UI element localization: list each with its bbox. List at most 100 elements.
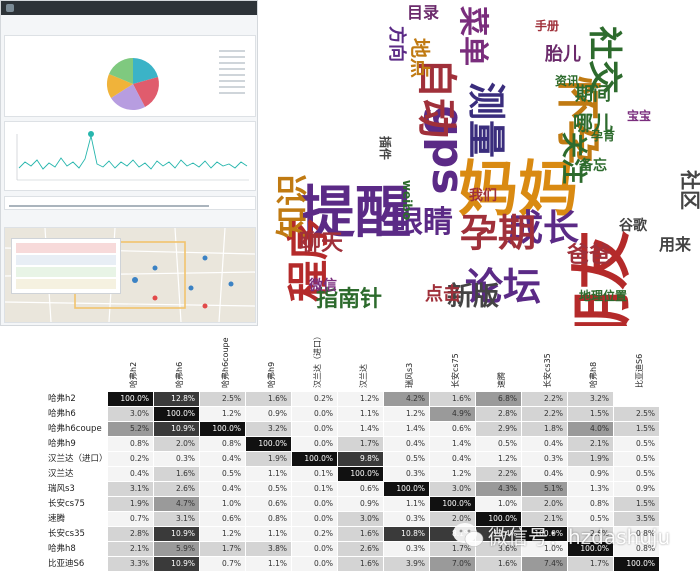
word-cloud-word: 眼睛 xyxy=(393,205,453,240)
matrix-cell: 0.8% xyxy=(614,542,659,556)
watermark-text: 微信号：hzdashuju xyxy=(488,525,671,549)
line-marker xyxy=(88,131,94,137)
matrix-cell: 3.2% xyxy=(246,422,291,436)
matrix-column-header: 哈弗h6 xyxy=(175,361,184,388)
map-legend-row xyxy=(16,279,116,289)
matrix-cell: 0.3% xyxy=(384,542,429,556)
matrix-cell: 0.3% xyxy=(522,452,567,466)
matrix-cell: 2.1% xyxy=(522,512,567,526)
matrix-cell: 1.6% xyxy=(476,557,521,571)
word-cloud-word: 孕育 xyxy=(591,128,615,143)
word-cloud-word: 自动 xyxy=(413,58,459,138)
word-cloud-word: 我们 xyxy=(469,187,497,204)
matrix-cell: 1.7% xyxy=(568,557,613,571)
matrix-cell: 0.1% xyxy=(292,482,337,496)
matrix-cell: 0.2% xyxy=(292,392,337,406)
matrix-cell: 3.0% xyxy=(338,512,383,526)
matrix-column-header: 长安cs75 xyxy=(451,353,460,388)
matrix-cell: 10.9% xyxy=(154,557,199,571)
matrix-cell: 0.3% xyxy=(384,512,429,526)
word-cloud-word: 插件 xyxy=(378,136,393,160)
matrix-cell: 3.8% xyxy=(246,542,291,556)
matrix-cell: 0.0% xyxy=(292,542,337,556)
matrix-cell: 1.2% xyxy=(200,527,245,541)
matrix-row-label: 比亚迪S6 xyxy=(48,559,85,569)
pie-slice xyxy=(111,84,145,110)
matrix-cell: 10.8% xyxy=(384,527,429,541)
matrix-row-label: 长安cs35 xyxy=(48,529,85,539)
word-cloud-word: 社区 xyxy=(678,169,700,210)
map-card[interactable] xyxy=(4,227,256,323)
matrix-cell: 100.0% xyxy=(338,467,383,481)
matrix-cell: 4.2% xyxy=(384,392,429,406)
matrix-cell: 2.2% xyxy=(522,392,567,406)
word-cloud-word: 妈妈 xyxy=(458,155,578,225)
matrix-cell: 3.0% xyxy=(430,482,475,496)
similarity-matrix: 哈弗h2 哈弗h6 哈弗h6coupe 哈弗h9 汉兰达（进口） 汉兰达 瑞风s3 长安cs7… xyxy=(48,326,668,571)
matrix-cell: 0.3% xyxy=(384,467,429,481)
pie-slice xyxy=(109,58,133,84)
matrix-cell: 0.6% xyxy=(338,482,383,496)
matrix-cell: 1.0% xyxy=(476,497,521,511)
word-cloud-word: 地理位置 xyxy=(579,288,627,303)
line-chart xyxy=(16,131,249,181)
matrix-cell: 0.0% xyxy=(292,557,337,571)
matrix-cell: 100.0% xyxy=(108,392,153,406)
matrix-cell: 0.9% xyxy=(246,407,291,421)
matrix-cell: 1.9% xyxy=(568,452,613,466)
matrix-cell: 1.1% xyxy=(246,467,291,481)
matrix-cell: 1.0% xyxy=(522,542,567,556)
line-series xyxy=(18,135,248,170)
matrix-cell: 0.8% xyxy=(200,437,245,451)
matrix-cell: 12.8% xyxy=(154,392,199,406)
word-cloud-word: 聊天 xyxy=(299,231,344,256)
matrix-cell: 100.0% xyxy=(614,557,659,571)
matrix-cell: 0.1% xyxy=(292,467,337,481)
word-cloud-word: 资讯 xyxy=(555,73,579,88)
matrix-cell: 0.0% xyxy=(292,437,337,451)
wechat-icon xyxy=(453,523,484,547)
word-cloud-word: 期间 xyxy=(575,84,611,105)
matrix-cell: 0.0% xyxy=(292,512,337,526)
word-cloud-word: 手册 xyxy=(535,18,559,33)
matrix-cell: 0.9% xyxy=(568,467,613,481)
matrix-cell: 6.8% xyxy=(476,392,521,406)
matrix-row-label: 哈弗h6coupe xyxy=(48,424,102,434)
matrix-cell: 1.8% xyxy=(522,422,567,436)
matrix-cell: 100.0% xyxy=(476,512,521,526)
word-cloud-word: 孕期 xyxy=(460,211,536,255)
matrix-cell: 1.1% xyxy=(338,407,383,421)
matrix-cell: 0.6% xyxy=(246,497,291,511)
matrix-cell: 100.0% xyxy=(246,437,291,451)
matrix-column-header: 长安cs35 xyxy=(543,353,552,388)
word-cloud-word: 谷歌 xyxy=(619,217,648,234)
pie-chart-card xyxy=(4,35,256,117)
matrix-cell: 2.2% xyxy=(476,467,521,481)
matrix-cell: 0.6% xyxy=(430,422,475,436)
word-cloud-word: 宝宝 xyxy=(627,108,651,123)
matrix-cell: 1.9% xyxy=(246,452,291,466)
matrix-cell: 12.4% xyxy=(476,527,521,541)
matrix-cell: 0.2% xyxy=(292,527,337,541)
matrix-cell: 100.0% xyxy=(200,422,245,436)
matrix-cell: 3.1% xyxy=(154,512,199,526)
matrix-cell: 2.6% xyxy=(338,542,383,556)
matrix-column-header: 哈弗h9 xyxy=(267,361,276,388)
matrix-cell: 0.0% xyxy=(292,497,337,511)
matrix-cell: 100.0% xyxy=(568,542,613,556)
map-legend-row xyxy=(16,255,116,265)
matrix-cell: 5.9% xyxy=(154,542,199,556)
matrix-cell: 3.5% xyxy=(614,512,659,526)
word-cloud-word: 提醒 xyxy=(299,181,411,246)
pie-chart xyxy=(106,50,245,110)
matrix-column-header: 哈弗h6coupe xyxy=(221,337,230,388)
matrix-cell: 2.9% xyxy=(476,422,521,436)
matrix-cell: 0.8% xyxy=(108,437,153,451)
matrix-cell: 0.7% xyxy=(200,557,245,571)
matrix-cell: 1.4% xyxy=(338,422,383,436)
matrix-cell: 1.5% xyxy=(614,497,659,511)
matrix-cell: 1.1% xyxy=(246,557,291,571)
word-cloud-word: 方向 xyxy=(386,26,408,62)
matrix-cell: 1.7% xyxy=(430,542,475,556)
word-cloud-word: 微信 xyxy=(308,277,337,294)
